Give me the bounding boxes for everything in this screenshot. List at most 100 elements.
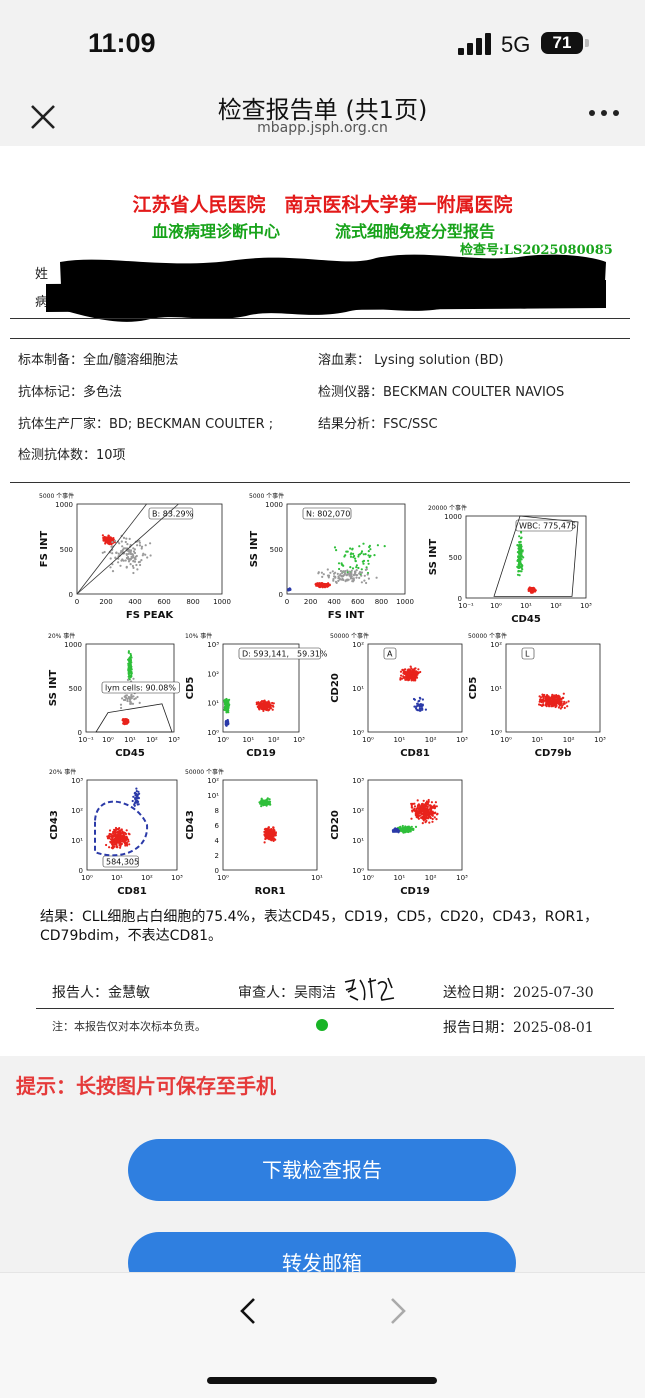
event-dot [520, 531, 523, 534]
event-dot [431, 814, 434, 817]
event-count: 5000 个事件 [39, 492, 74, 500]
y-tick-label: 0 [78, 729, 82, 737]
event-dot [415, 670, 418, 673]
x-tick-label: 10⁻¹ [78, 736, 94, 744]
event-dot [127, 672, 130, 675]
event-dot [404, 678, 407, 681]
event-dot [117, 561, 120, 564]
event-dot [149, 542, 152, 545]
gate-label-box [521, 647, 535, 660]
event-dot [340, 563, 343, 566]
event-dot [430, 805, 433, 808]
event-dot [107, 541, 110, 544]
event-dot [131, 799, 134, 803]
event-dot [402, 672, 405, 675]
event-dot [355, 564, 358, 567]
gate-label-box [238, 647, 321, 660]
x-tick-label: 10¹ [393, 736, 405, 744]
event-dot [133, 548, 136, 551]
y-tick-label: 10⁰ [352, 867, 364, 875]
event-dot [129, 563, 132, 566]
battery-icon: 71 [541, 32, 583, 54]
event-dot [422, 799, 425, 802]
y-axis-label: SS INT [428, 539, 439, 576]
event-dot [407, 670, 410, 673]
x-tick-label: 10⁻¹ [458, 602, 474, 610]
event-dot [544, 704, 548, 707]
event-dot [258, 702, 261, 706]
event-dot [362, 553, 365, 556]
gate-label-box [101, 681, 180, 694]
event-dot [144, 544, 147, 547]
event-dot [344, 580, 347, 583]
event-dot [132, 550, 135, 553]
back-arrow-icon[interactable] [236, 1297, 260, 1325]
event-dot [131, 702, 135, 705]
forward-arrow-icon[interactable] [386, 1297, 410, 1325]
report-date: 报告日期：2025-08-01 [443, 1020, 594, 1036]
x-tick-label: 10³ [456, 874, 468, 882]
event-dot [119, 845, 122, 848]
event-dot [125, 694, 128, 697]
download-report-button[interactable]: 下载检查报告 [128, 1139, 516, 1201]
event-dot [124, 547, 127, 550]
event-dot [263, 841, 266, 844]
event-dot [120, 837, 123, 840]
event-dot [101, 534, 104, 537]
event-dot [123, 721, 126, 724]
event-dot [115, 551, 118, 554]
event-dot [128, 559, 131, 562]
event-dot [144, 553, 147, 556]
y-axis-label: FS INT [39, 531, 50, 568]
event-dot [360, 571, 363, 574]
event-dot [141, 554, 144, 557]
event-dot [257, 704, 260, 708]
event-dot [529, 589, 532, 592]
report-image[interactable]: 江苏省人民医院 南京医科大学第一附属医院 血液病理诊断中心 流式细胞免疫分型报告… [0, 146, 645, 1056]
gate-label: 584,305 [106, 858, 139, 867]
x-tick-label: 0 [75, 598, 79, 606]
event-dot [368, 544, 371, 547]
event-dot [259, 802, 262, 805]
event-dot [423, 813, 426, 816]
nav-bar: 检查报告单 (共1页) mbapp.jsph.org.cn [0, 86, 645, 146]
x-tick-label: 10⁰ [217, 736, 229, 744]
event-dot [435, 805, 438, 808]
event-dot [414, 809, 417, 812]
plot-panel: lym cells: 90.08% 20% 事件 CD45 SS INT 10⁻¹ 10⁰… [48, 632, 180, 759]
reviewer: 审查人：吴雨洁 [238, 985, 336, 1001]
event-dot [362, 559, 366, 562]
event-dot [402, 669, 405, 672]
event-dot [264, 835, 267, 838]
y-tick-label: 10² [352, 807, 364, 815]
event-dot [125, 553, 128, 556]
event-dot [129, 549, 133, 552]
event-dot [121, 697, 124, 700]
event-dot [418, 707, 421, 710]
event-dot [532, 587, 535, 590]
event-dot [109, 537, 112, 540]
network-label: 5G [501, 32, 531, 57]
signal-icon [458, 33, 491, 55]
event-dot [138, 701, 141, 704]
x-tick-label: 10² [425, 874, 437, 882]
y-tick-label: 10² [207, 670, 219, 678]
y-tick-label: 0 [279, 591, 283, 599]
event-dot [340, 578, 343, 581]
event-dot [406, 674, 409, 678]
event-dot [518, 541, 521, 544]
y-tick-label: 10⁰ [207, 729, 219, 737]
event-dot [414, 675, 417, 678]
event-dot [265, 701, 268, 704]
more-icon[interactable] [588, 106, 620, 120]
event-dot [329, 571, 332, 574]
battery-tip [585, 39, 589, 47]
event-dot [260, 805, 263, 808]
event-dot [367, 562, 370, 565]
event-dot [352, 552, 355, 555]
event-dot [554, 703, 557, 706]
x-tick-label: 10¹ [242, 736, 254, 744]
close-icon[interactable] [24, 98, 60, 134]
event-dot [267, 833, 270, 837]
event-dot [321, 575, 324, 578]
